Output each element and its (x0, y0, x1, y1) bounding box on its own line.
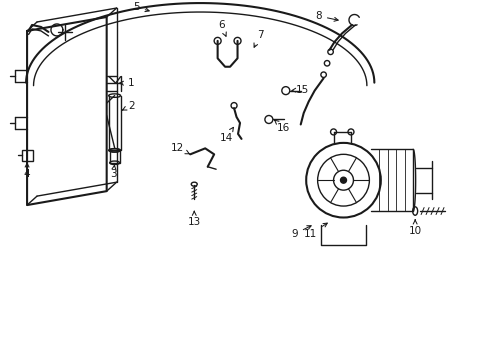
Text: 7: 7 (253, 30, 263, 47)
Bar (21, 150, 33, 161)
Text: 5: 5 (133, 2, 149, 12)
Text: 2: 2 (122, 100, 135, 111)
Text: 8: 8 (315, 11, 338, 21)
Text: 11: 11 (304, 223, 326, 239)
Text: 13: 13 (187, 211, 201, 228)
Text: 6: 6 (217, 20, 226, 36)
Text: 15: 15 (291, 85, 308, 95)
Circle shape (340, 177, 346, 183)
Bar (109, 150, 120, 163)
Text: 1: 1 (120, 78, 135, 88)
Text: 10: 10 (408, 220, 421, 236)
Text: 9: 9 (291, 226, 310, 239)
Text: 16: 16 (274, 120, 290, 133)
Text: 12: 12 (171, 143, 189, 154)
Text: 14: 14 (219, 127, 233, 143)
Text: 3: 3 (110, 165, 116, 179)
Text: 4: 4 (24, 163, 30, 179)
